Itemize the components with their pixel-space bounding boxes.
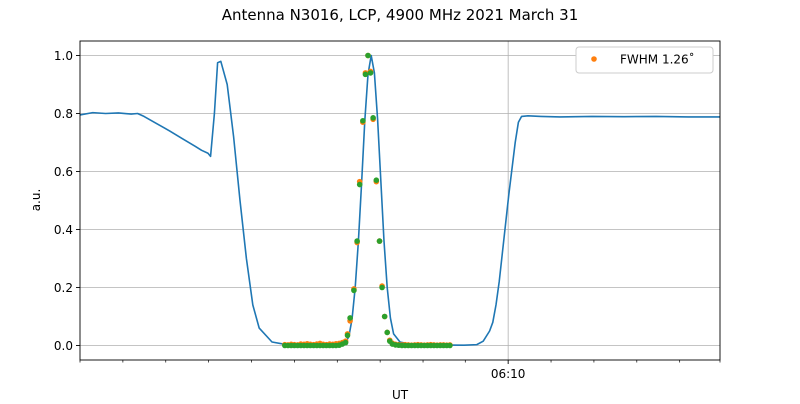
series-2-point-31 bbox=[376, 238, 383, 244]
axes-frame bbox=[79, 40, 721, 361]
series-2-point-30 bbox=[373, 177, 380, 183]
series-2-point-33 bbox=[381, 313, 388, 320]
y-tick-label-4: 0.8 bbox=[54, 107, 73, 121]
series-2-point-34 bbox=[384, 329, 391, 336]
legend-marker-orange bbox=[591, 56, 597, 62]
y-tick-label-2: 0.4 bbox=[54, 223, 73, 237]
y-axis-label: a.u. bbox=[29, 189, 43, 212]
legend: FWHM 1.26˚ bbox=[575, 46, 714, 74]
y-tick-label-5: 1.0 bbox=[54, 49, 73, 63]
x-axis-label: UT bbox=[392, 388, 409, 400]
series-2-point-25 bbox=[360, 117, 366, 124]
x-tick-label-0: 06:10 bbox=[491, 367, 526, 381]
series-2-point-54 bbox=[447, 342, 453, 349]
series-2-point-26 bbox=[362, 71, 369, 78]
y-tick-label-1: 0.2 bbox=[54, 281, 73, 295]
series-2-point-21 bbox=[347, 315, 353, 321]
series-2-point-28 bbox=[367, 70, 374, 76]
y-tick-label-0: 0.0 bbox=[54, 339, 73, 353]
series-2-point-19 bbox=[342, 339, 349, 346]
series-2-point-32 bbox=[379, 284, 385, 291]
legend-label: FWHM 1.26˚ bbox=[620, 52, 695, 67]
series-2-point-20 bbox=[344, 332, 351, 339]
series-2-point-22 bbox=[351, 287, 357, 294]
chart-title: Antenna N3016, LCP, 4900 MHz 2021 March … bbox=[222, 6, 579, 24]
y-tick-label-3: 0.6 bbox=[54, 165, 73, 179]
series-2-point-23 bbox=[354, 238, 360, 244]
series-2-point-27 bbox=[365, 52, 371, 59]
legend-box bbox=[575, 46, 714, 74]
series-2-point-29 bbox=[370, 115, 376, 121]
series-2-point-24 bbox=[356, 181, 363, 188]
plot-area: 0.0 0.2 0.4 0.6 0.8 1.0 06:10 bbox=[54, 40, 721, 381]
